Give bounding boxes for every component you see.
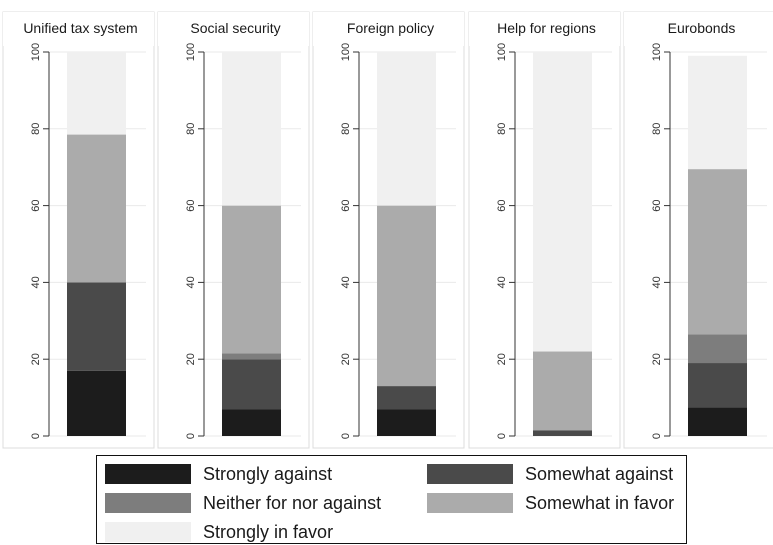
bar-segment	[377, 205, 436, 387]
y-tick-label: 100	[30, 43, 42, 61]
y-tick-label: 80	[30, 123, 42, 135]
y-tick-label: 100	[340, 43, 352, 61]
y-tick-label: 60	[496, 199, 508, 211]
legend-item-somewhat-against: Somewhat against	[427, 464, 673, 484]
chart-panel: Unified tax system 0 20 40 60 80 100	[2, 11, 155, 449]
bar-segment	[222, 52, 281, 206]
y-tick-label: 60	[185, 199, 197, 211]
legend-label: Somewhat in favor	[525, 492, 675, 513]
bar-segment	[688, 169, 747, 335]
y-tick-label: 80	[185, 123, 197, 135]
legend-label: Neither for nor against	[203, 492, 382, 513]
y-tick-label: 100	[496, 43, 508, 61]
panel-title: Social security	[190, 20, 280, 36]
panel-title: Help for regions	[497, 20, 596, 36]
bar-segment	[688, 363, 747, 408]
bar-segment	[688, 334, 747, 364]
panel-header	[158, 12, 309, 46]
bar-segment	[222, 353, 281, 360]
bar-segment	[533, 52, 592, 352]
y-tick-label: 20	[30, 353, 42, 365]
y-tick-label: 20	[340, 353, 352, 365]
y-tick-label: 0	[496, 433, 508, 439]
y-tick-label: 0	[185, 433, 197, 439]
bar-segment	[67, 282, 126, 371]
bar-segment	[67, 134, 126, 283]
bar-segment	[222, 205, 281, 354]
legend-label: Strongly in favor	[203, 521, 334, 542]
bar-segment	[688, 407, 747, 436]
y-tick-label: 40	[651, 276, 663, 288]
legend: Strongly against Somewhat against Neithe…	[96, 455, 687, 544]
panel-title: Foreign policy	[347, 20, 434, 36]
bar-segment	[688, 55, 747, 170]
legend-swatch	[105, 464, 191, 484]
legend-item-strongly-against: Strongly against	[105, 464, 332, 484]
y-tick-label: 0	[30, 433, 42, 439]
y-tick-label: 20	[496, 353, 508, 365]
y-tick-label: 0	[340, 433, 352, 439]
legend-label: Somewhat against	[525, 463, 674, 484]
y-tick-label: 60	[30, 199, 42, 211]
legend-swatch	[105, 522, 191, 542]
legend-item-somewhat-in-favor: Somewhat in favor	[427, 493, 674, 513]
y-tick-label: 80	[496, 123, 508, 135]
legend-item-neither: Neither for nor against	[105, 493, 381, 513]
chart-panel: Foreign policy 0 20 40 60 80 100	[312, 11, 465, 449]
panel-header	[313, 12, 464, 46]
y-tick-label: 20	[651, 353, 663, 365]
legend-swatch	[427, 464, 513, 484]
panel-header	[3, 12, 154, 46]
panel-header	[624, 12, 773, 46]
bar-segment	[222, 409, 281, 436]
bar-segment	[222, 359, 281, 410]
legend-swatch	[427, 493, 513, 513]
y-tick-label: 0	[651, 433, 663, 439]
bar-segment	[377, 52, 436, 206]
chart-panel: Help for regions 0 20 40 60 80 100	[468, 11, 621, 449]
y-tick-label: 60	[340, 199, 352, 211]
legend-swatch	[105, 493, 191, 513]
y-tick-label: 100	[185, 43, 197, 61]
panel-title: Eurobonds	[668, 20, 736, 36]
panel-title: Unified tax system	[23, 20, 137, 36]
y-tick-label: 20	[185, 353, 197, 365]
bar-segment	[67, 52, 126, 135]
bar-segment	[377, 386, 436, 410]
bar-segment	[533, 351, 592, 431]
y-tick-label: 100	[651, 43, 663, 61]
legend-label: Strongly against	[203, 463, 333, 484]
legend-item-strongly-in-favor: Strongly in favor	[105, 522, 333, 542]
bar-segment	[67, 370, 126, 436]
y-tick-label: 60	[651, 199, 663, 211]
y-tick-label: 40	[340, 276, 352, 288]
chart-panel: Social security 0 20 40 60 80 100	[157, 11, 310, 449]
y-tick-label: 40	[30, 276, 42, 288]
bar-segment	[533, 430, 592, 436]
chart-panel: Eurobonds 0 20 40 60 80 100	[623, 11, 773, 449]
panel-header	[469, 12, 620, 46]
y-tick-label: 40	[185, 276, 197, 288]
bar-segment	[377, 409, 436, 436]
y-tick-label: 40	[496, 276, 508, 288]
y-tick-label: 80	[340, 123, 352, 135]
y-tick-label: 80	[651, 123, 663, 135]
